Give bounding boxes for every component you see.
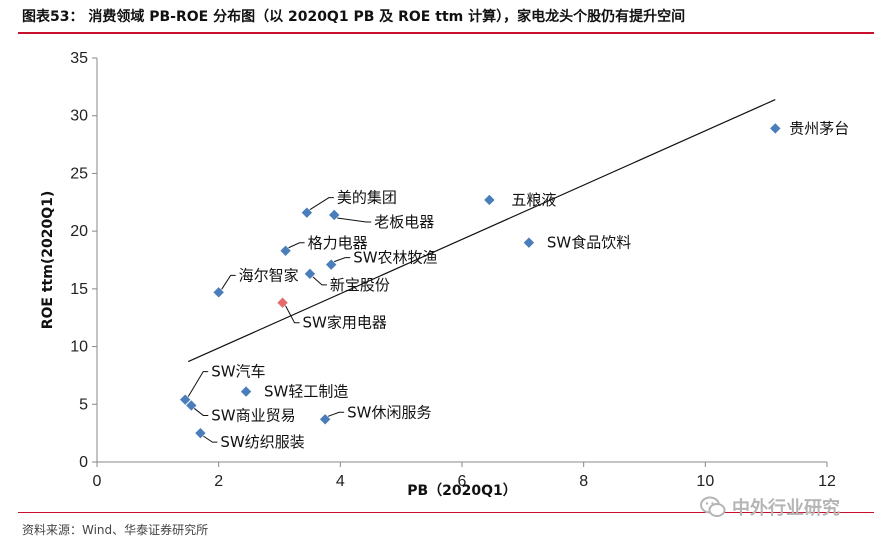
point-label: SW轻工制造 bbox=[264, 383, 348, 401]
x-tick-label: 8 bbox=[579, 473, 588, 490]
title-rule bbox=[18, 32, 874, 34]
y-tick-label: 30 bbox=[70, 108, 88, 125]
point-label: 五粮液 bbox=[511, 191, 556, 209]
point-label: SW纺织服装 bbox=[220, 433, 304, 451]
y-tick-label: 15 bbox=[70, 281, 88, 298]
leader-line bbox=[334, 257, 351, 263]
data-point bbox=[319, 414, 331, 425]
data-point bbox=[280, 245, 291, 256]
data-points bbox=[180, 123, 781, 439]
x-tick-label: 6 bbox=[458, 473, 467, 490]
chart-axes: 0 5 10 15 20 25 30 35 0 2 4 6 8 10 12 bbox=[70, 50, 836, 490]
y-tick-label: 10 bbox=[70, 339, 88, 356]
data-point bbox=[195, 427, 206, 439]
data-point bbox=[277, 297, 288, 308]
point-label: SW汽车 bbox=[211, 363, 265, 381]
data-point bbox=[326, 259, 337, 270]
y-tick-label: 25 bbox=[70, 165, 88, 182]
data-point bbox=[213, 287, 224, 298]
point-label: 美的集团 bbox=[337, 189, 397, 207]
leader-line bbox=[312, 276, 327, 286]
x-tick-label: 2 bbox=[214, 473, 223, 490]
leader-lines bbox=[187, 197, 372, 443]
data-point bbox=[180, 394, 191, 405]
y-tick-label: 20 bbox=[70, 223, 88, 240]
y-tick-label: 0 bbox=[79, 454, 88, 471]
data-point bbox=[304, 268, 316, 280]
y-tick-label: 5 bbox=[79, 396, 88, 413]
point-label: SW家用电器 bbox=[303, 314, 387, 332]
leader-line bbox=[285, 305, 300, 324]
leader-line bbox=[203, 435, 218, 443]
point-label: 海尔智家 bbox=[239, 266, 299, 284]
x-tick-label: 4 bbox=[336, 473, 345, 490]
point-label: 贵州茅台 bbox=[789, 119, 849, 137]
point-label: SW商业贸易 bbox=[211, 406, 295, 424]
data-point bbox=[301, 207, 313, 218]
leader-line bbox=[288, 242, 305, 249]
point-label: 新宝股份 bbox=[330, 276, 390, 294]
data-point bbox=[240, 386, 252, 397]
wechat-icon bbox=[700, 496, 726, 517]
leader-line bbox=[187, 371, 209, 397]
data-point bbox=[329, 209, 340, 221]
data-point bbox=[770, 123, 781, 134]
leader-line bbox=[327, 411, 345, 417]
watermark-text: 中外行业研究 bbox=[732, 498, 840, 519]
data-point bbox=[186, 400, 197, 411]
y-axis-title: ROE ttm(2020Q1) bbox=[40, 191, 56, 330]
data-point bbox=[484, 194, 495, 206]
figure-title: 图表53： 消费领域 PB-ROE 分布图（以 2020Q1 PB 及 ROE … bbox=[22, 9, 686, 25]
leader-line bbox=[337, 217, 372, 223]
trendline-group bbox=[188, 99, 776, 363]
point-label: SW休闲服务 bbox=[347, 403, 431, 421]
x-tick-label: 10 bbox=[696, 473, 714, 490]
leader-line bbox=[193, 408, 209, 416]
source-note: 资料来源：Wind、华泰证券研究所 bbox=[22, 523, 209, 537]
footer-rule bbox=[18, 512, 874, 513]
leader-line bbox=[309, 197, 334, 211]
y-tick-label: 35 bbox=[70, 50, 88, 67]
point-label: 老板电器 bbox=[374, 213, 434, 231]
x-tick-label: 0 bbox=[93, 473, 102, 490]
watermark: 中外行业研究 bbox=[700, 492, 840, 522]
point-label: SW食品饮料 bbox=[547, 234, 631, 252]
x-axis-title: PB（2020Q1） bbox=[407, 483, 517, 499]
data-point bbox=[523, 237, 535, 248]
x-tick-label: 12 bbox=[818, 473, 836, 490]
point-label: SW农林牧渔 bbox=[353, 249, 437, 267]
point-label: 格力电器 bbox=[308, 234, 368, 252]
trendline bbox=[188, 99, 776, 363]
leader-line bbox=[221, 274, 236, 290]
